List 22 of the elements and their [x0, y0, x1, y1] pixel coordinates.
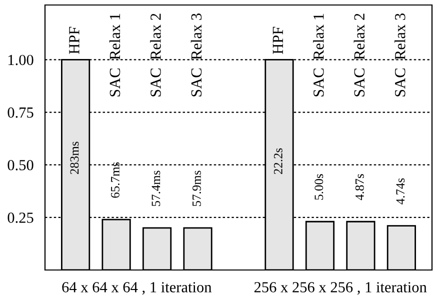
- x-tick-label: SAC Relax 3: [394, 14, 406, 96]
- y-tick-label: 0.75: [8, 107, 34, 118]
- annotation: 65.7ms: [111, 162, 120, 198]
- y-tick-label: 0.50: [8, 160, 34, 170]
- text: 64 x 64 x 64 , 1 iteration: [62, 282, 212, 295]
- x-tick-label: SAC Relax 2: [150, 14, 161, 96]
- x-tick-label: HPF: [69, 26, 80, 54]
- x-tick-label: SAC Relax 1: [109, 14, 120, 96]
- y-tick-label: 0.25: [8, 212, 34, 223]
- annotation: 57.9ms: [192, 170, 201, 206]
- annotation: 57.4ms: [152, 170, 160, 206]
- annotation: 5.00s: [314, 174, 324, 200]
- annotation: 4.87s: [355, 174, 364, 200]
- annotation: 283ms: [70, 142, 79, 174]
- annotation: 22.2s: [274, 148, 282, 174]
- x-tick-label: HPF: [272, 26, 283, 54]
- x-tick-label: SAC Relax 2: [354, 14, 365, 96]
- y-tick-label: 1.00: [8, 54, 34, 66]
- annotation: 4.74s: [396, 178, 405, 204]
- text: 256 x 256 x 256 , 1 iteration: [254, 282, 427, 295]
- x-tick-label: SAC Relax 3: [190, 14, 202, 96]
- x-tick-label: SAC Relax 1: [313, 14, 324, 96]
